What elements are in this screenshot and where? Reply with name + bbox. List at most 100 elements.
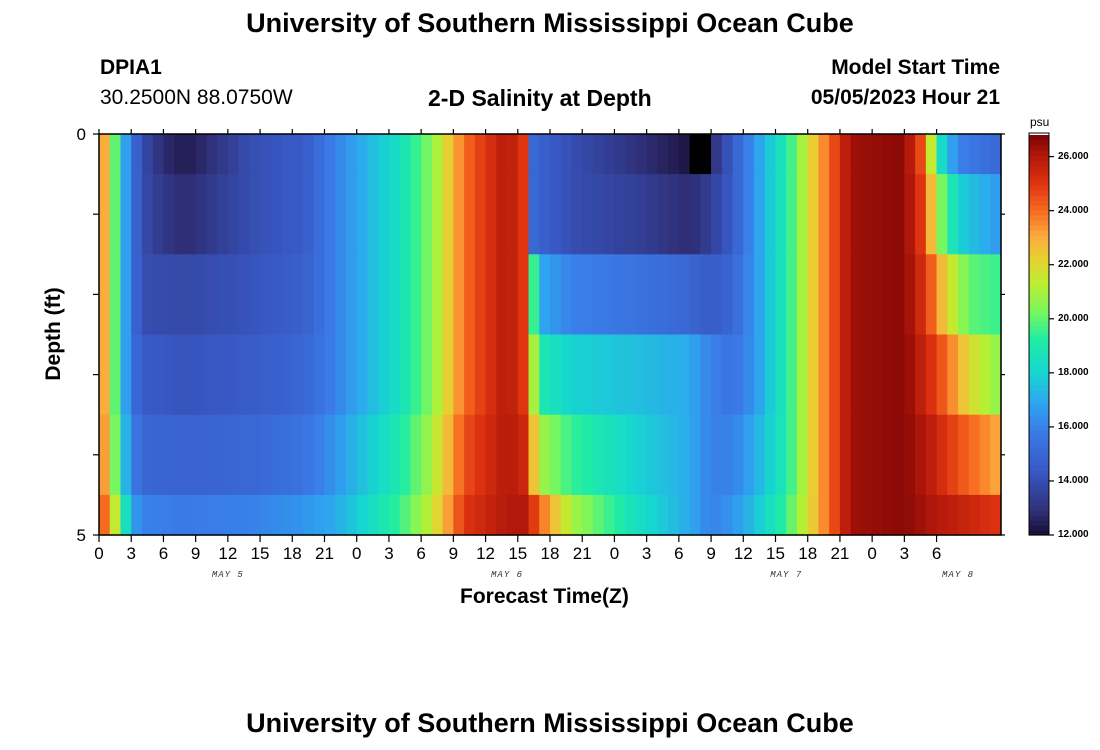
heat-cell — [109, 134, 122, 175]
heat-cell — [592, 174, 605, 255]
heat-cell — [786, 174, 798, 255]
heat-cell — [517, 134, 530, 175]
heat-cell — [442, 254, 454, 336]
heat-cell — [689, 334, 701, 416]
colorbar-segment — [1029, 500, 1049, 506]
heat-cell — [850, 334, 863, 416]
heat-cell — [646, 414, 658, 496]
heat-cell — [904, 414, 916, 496]
heat-cell — [335, 334, 347, 416]
heat-cell — [550, 134, 562, 175]
heat-cell — [603, 494, 616, 536]
heat-cell — [582, 134, 594, 175]
colorbar-segment — [1029, 285, 1049, 291]
heat-cell — [174, 254, 186, 336]
heat-cell — [968, 334, 981, 416]
x-tick-label: 12 — [733, 544, 753, 563]
colorbar-segment — [1029, 290, 1049, 296]
heat-cell — [292, 134, 304, 175]
heat-cell — [324, 414, 336, 496]
x-tick-label: 9 — [190, 544, 201, 563]
heat-cell — [345, 494, 358, 536]
heat-cell — [850, 254, 863, 336]
heat-cell — [582, 174, 594, 255]
heat-cell — [958, 334, 970, 416]
heat-cell — [721, 494, 734, 536]
heat-cell — [979, 334, 991, 416]
heat-cell — [668, 334, 680, 416]
colorbar-segment — [1029, 275, 1049, 281]
heat-cell — [335, 414, 347, 496]
heat-cell — [238, 334, 250, 416]
heat-cell — [743, 494, 755, 536]
heat-cell — [324, 334, 336, 416]
heat-cell — [528, 334, 540, 416]
heat-cell — [507, 494, 519, 536]
heat-cell — [453, 134, 465, 175]
colorbar — [1029, 135, 1049, 536]
heat-cell — [131, 174, 143, 255]
heat-cell — [947, 134, 959, 175]
heat-cell — [496, 414, 508, 496]
colorbar-tick-label: 16.000 — [1058, 420, 1089, 432]
axis-ticks — [93, 129, 1054, 542]
heat-cell — [711, 334, 723, 416]
y-tick-label-0: 0 — [76, 125, 86, 144]
colorbar-segment — [1029, 480, 1049, 486]
heat-cell — [893, 174, 905, 255]
heat-cell — [796, 334, 809, 416]
heat-cell — [786, 334, 798, 416]
heat-cell — [303, 254, 315, 336]
heat-cell — [206, 494, 218, 536]
heat-cell — [550, 334, 562, 416]
heat-cell — [292, 414, 304, 496]
heat-cell — [227, 494, 240, 536]
heat-cell — [689, 414, 701, 496]
heat-cell — [968, 414, 981, 496]
colorbar-segment — [1029, 235, 1049, 241]
heat-cell — [442, 134, 454, 175]
heat-cell — [786, 494, 798, 536]
heat-cell — [292, 494, 304, 536]
heat-cell — [206, 334, 218, 416]
heat-cell — [947, 174, 959, 255]
colorbar-segment — [1029, 425, 1049, 431]
x-tick-label: 3 — [384, 544, 394, 563]
heat-cell — [421, 414, 433, 496]
heat-cell — [335, 174, 347, 255]
heat-cell — [550, 414, 562, 496]
heat-cell — [614, 334, 626, 416]
heat-cell — [990, 254, 1002, 336]
colorbar-segment — [1029, 260, 1049, 266]
heat-cell — [184, 414, 197, 496]
heat-cell — [925, 414, 938, 496]
colorbar-segment — [1029, 390, 1049, 396]
heat-cell — [807, 254, 820, 336]
heat-cell — [668, 414, 680, 496]
heat-cell — [517, 494, 530, 536]
colorbar-segment — [1029, 415, 1049, 421]
heat-cell — [195, 494, 207, 536]
heat-cell — [356, 174, 369, 255]
heat-cell — [678, 134, 691, 175]
heat-cell — [141, 174, 154, 255]
heat-cell — [227, 414, 240, 496]
heat-cell — [646, 134, 658, 175]
heat-cell — [646, 254, 658, 336]
heat-cell — [496, 254, 508, 336]
heat-cell — [678, 254, 691, 336]
heat-cell — [754, 174, 766, 255]
colorbar-segment — [1029, 315, 1049, 321]
heat-cell — [904, 334, 916, 416]
heat-cell — [582, 414, 594, 496]
heat-cell — [152, 134, 165, 175]
heat-cell — [378, 334, 390, 416]
heat-cell — [968, 494, 981, 536]
heat-cell — [711, 494, 723, 536]
heat-cell — [657, 414, 669, 496]
heat-cell — [904, 174, 916, 255]
colorbar-segment — [1029, 385, 1049, 391]
heat-cell — [399, 334, 412, 416]
heat-cell — [442, 494, 454, 536]
heat-cell — [453, 254, 465, 336]
